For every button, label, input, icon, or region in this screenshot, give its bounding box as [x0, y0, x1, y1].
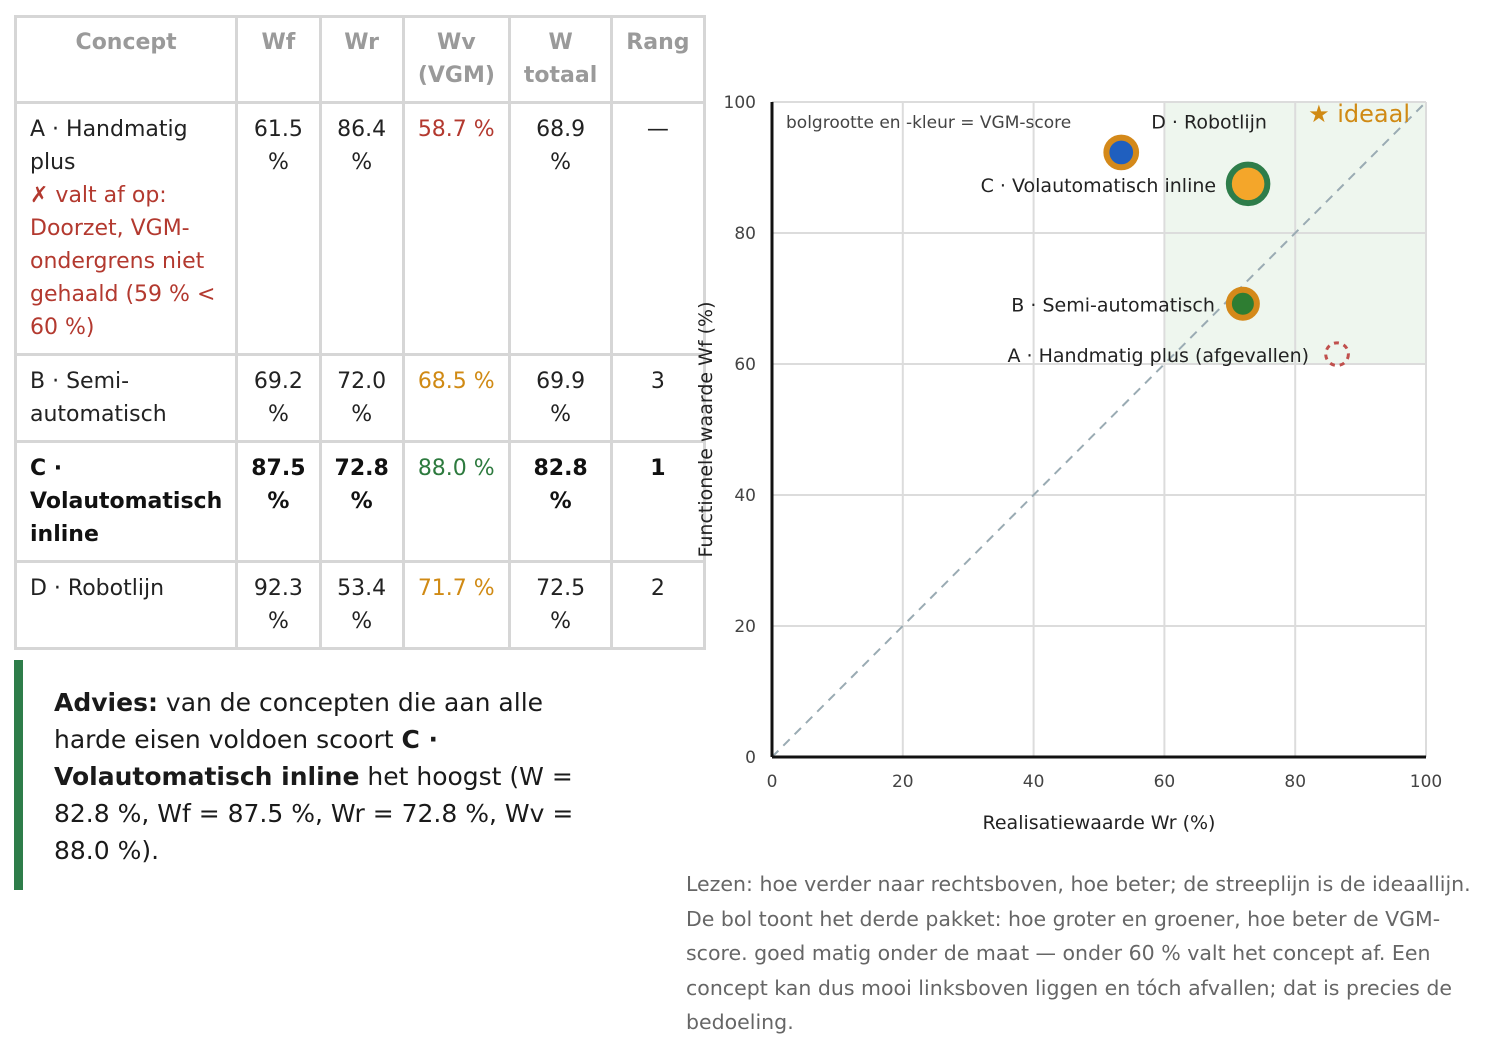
- point-label: C · Volautomatisch inline: [981, 175, 1217, 197]
- y-tick-label: 80: [734, 224, 756, 244]
- point-label: D · Robotlijn: [1151, 111, 1267, 133]
- advice-box: Advies: van de concepten die aan alle ha…: [14, 660, 574, 890]
- w-cell: 69.9 %: [509, 355, 611, 442]
- concept-cell: C · Volautomatisch inline: [16, 442, 237, 562]
- point-marker: [1229, 165, 1268, 204]
- y-tick-label: 20: [734, 617, 756, 637]
- wf-cell: 92.3 %: [237, 562, 320, 649]
- x-tick-label: 20: [892, 772, 914, 792]
- scatter-chart: 0 20 40 60 80 100 0 20 40 60 80 100 Realisatiewaarde…: [680, 80, 1480, 850]
- x-tick-label: 100: [1410, 772, 1442, 792]
- wf-cell: 69.2 %: [237, 355, 320, 442]
- x-tick-label: 60: [1154, 772, 1176, 792]
- wv-cell: 71.7 %: [403, 562, 509, 649]
- concept-cell: A · Handmatig plus ✗ valt af op: Doorzet…: [16, 103, 237, 355]
- advice-lead: Advies:: [54, 688, 158, 717]
- wf-cell: 87.5 %: [237, 442, 320, 562]
- header-wr: Wr: [320, 17, 403, 103]
- w-cell: 72.5 %: [509, 562, 611, 649]
- dropout-note: ✗ valt af op: Doorzet, VGM-ondergrens ni…: [30, 179, 222, 344]
- table-header-row: Concept Wf Wr Wv (VGM) W totaal Rang: [16, 17, 705, 103]
- wv-cell: 88.0 %: [403, 442, 509, 562]
- point-label: B · Semi-automatisch: [1011, 295, 1215, 317]
- wv-cell: 58.7 %: [403, 103, 509, 355]
- table-row-best: C · Volautomatisch inline 87.5 % 72.8 % …: [16, 442, 705, 562]
- concept-name: A · Handmatig plus: [30, 117, 188, 175]
- wr-cell: 86.4 %: [320, 103, 403, 355]
- table-row: B · Semi-automatisch 69.2 % 72.0 % 68.5 …: [16, 355, 705, 442]
- concept-cell: D · Robotlijn: [16, 562, 237, 649]
- header-wv: Wv (VGM): [403, 17, 509, 103]
- concept-cell: B · Semi-automatisch: [16, 355, 237, 442]
- ideal-label: ★ ideaal: [1308, 100, 1410, 128]
- point-marker: [1106, 138, 1136, 168]
- chart-caption: Lezen: hoe verder naar rechtsboven, hoe …: [686, 867, 1486, 1040]
- score-table: Concept Wf Wr Wv (VGM) W totaal Rang A ·…: [14, 15, 706, 650]
- x-axis-label: Realisatiewaarde Wr (%): [983, 812, 1216, 834]
- table-row: A · Handmatig plus ✗ valt af op: Doorzet…: [16, 103, 705, 355]
- header-concept: Concept: [16, 17, 237, 103]
- header-wtotaal: W totaal: [509, 17, 611, 103]
- w-cell: 82.8 %: [509, 442, 611, 562]
- header-wf: Wf: [237, 17, 320, 103]
- table-row: D · Robotlijn 92.3 % 53.4 % 71.7 % 72.5 …: [16, 562, 705, 649]
- size-note: bolgrootte en -kleur = VGM-score: [786, 113, 1071, 133]
- x-tick-label: 0: [767, 772, 778, 792]
- wr-cell: 53.4 %: [320, 562, 403, 649]
- point-label: A · Handmatig plus (afgevallen): [1008, 345, 1310, 367]
- wf-cell: 61.5 %: [237, 103, 320, 355]
- y-axis-label: Functionele waarde Wf (%): [695, 302, 717, 558]
- wv-cell: 68.5 %: [403, 355, 509, 442]
- ideal-diagonal: [772, 102, 1426, 757]
- x-tick-label: 80: [1284, 772, 1306, 792]
- wr-cell: 72.8 %: [320, 442, 403, 562]
- w-cell: 68.9 %: [509, 103, 611, 355]
- y-tick-label: 100: [724, 93, 756, 113]
- x-tick-label: 40: [1023, 772, 1045, 792]
- wr-cell: 72.0 %: [320, 355, 403, 442]
- point-marker: [1229, 290, 1257, 318]
- y-tick-label: 60: [734, 355, 756, 375]
- y-tick-label: 0: [745, 748, 756, 768]
- y-tick-label: 40: [734, 486, 756, 506]
